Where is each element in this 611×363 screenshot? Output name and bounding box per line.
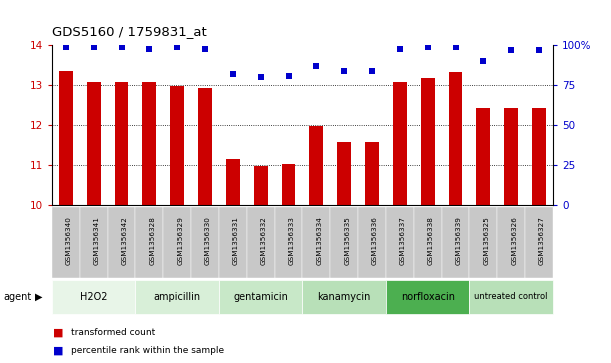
Bar (254, 166, 268, 205)
Text: ampicillin: ampicillin (153, 292, 201, 302)
Bar (59, 72, 73, 205)
Point (144, 46, 154, 52)
Text: GSM1356342: GSM1356342 (122, 216, 128, 265)
Text: agent: agent (3, 292, 31, 302)
Bar (198, 89, 212, 205)
Point (451, 44, 461, 50)
Bar (226, 159, 240, 205)
Bar (393, 82, 407, 205)
Text: GDS5160 / 1759831_at: GDS5160 / 1759831_at (52, 25, 207, 38)
Text: GSM1356341: GSM1356341 (93, 216, 100, 265)
Point (423, 44, 433, 50)
Text: GSM1356331: GSM1356331 (233, 216, 239, 265)
Text: H2O2: H2O2 (80, 292, 108, 302)
Text: GSM1356327: GSM1356327 (539, 216, 545, 265)
Text: GSM1356340: GSM1356340 (66, 216, 72, 265)
Text: GSM1356339: GSM1356339 (456, 216, 461, 265)
Text: GSM1356326: GSM1356326 (511, 216, 517, 265)
Bar (448, 72, 463, 205)
Point (256, 74, 266, 80)
Text: ■: ■ (53, 345, 63, 355)
Bar (282, 164, 296, 205)
Text: GSM1356336: GSM1356336 (372, 216, 378, 265)
Text: ▶: ▶ (35, 292, 42, 302)
Bar (87, 82, 101, 205)
Text: transformed count: transformed count (71, 328, 155, 337)
Text: percentile rank within the sample: percentile rank within the sample (71, 346, 224, 355)
Bar (309, 126, 323, 205)
Point (61, 44, 71, 50)
Point (89, 44, 98, 50)
Point (284, 73, 293, 79)
Point (117, 44, 126, 50)
Bar (170, 86, 184, 205)
Bar (115, 82, 128, 205)
Text: GSM1356335: GSM1356335 (344, 216, 350, 265)
Text: GSM1356337: GSM1356337 (400, 216, 406, 265)
Point (507, 47, 516, 53)
Bar (365, 142, 379, 205)
Point (478, 58, 488, 64)
Text: GSM1356325: GSM1356325 (483, 216, 489, 265)
Text: GSM1356329: GSM1356329 (177, 216, 183, 265)
Bar (337, 142, 351, 205)
Text: GSM1356338: GSM1356338 (428, 216, 434, 265)
Text: GSM1356332: GSM1356332 (261, 216, 266, 265)
Text: gentamicin: gentamicin (233, 292, 288, 302)
Point (312, 63, 321, 69)
Point (339, 68, 349, 74)
Text: norfloxacin: norfloxacin (401, 292, 455, 302)
Point (534, 47, 544, 53)
Text: GSM1356334: GSM1356334 (316, 216, 323, 265)
Text: GSM1356330: GSM1356330 (205, 216, 211, 265)
Bar (421, 78, 434, 205)
Point (172, 44, 182, 50)
Point (228, 71, 238, 77)
Bar (477, 109, 490, 205)
Point (200, 46, 210, 52)
Point (367, 68, 377, 74)
Text: GSM1356333: GSM1356333 (288, 216, 295, 265)
Bar (532, 109, 546, 205)
Bar (142, 82, 156, 205)
Text: ■: ■ (53, 327, 63, 337)
Text: untreated control: untreated control (475, 292, 548, 301)
Point (395, 46, 404, 52)
Bar (504, 109, 518, 205)
Text: GSM1356328: GSM1356328 (149, 216, 155, 265)
Text: kanamycin: kanamycin (318, 292, 371, 302)
